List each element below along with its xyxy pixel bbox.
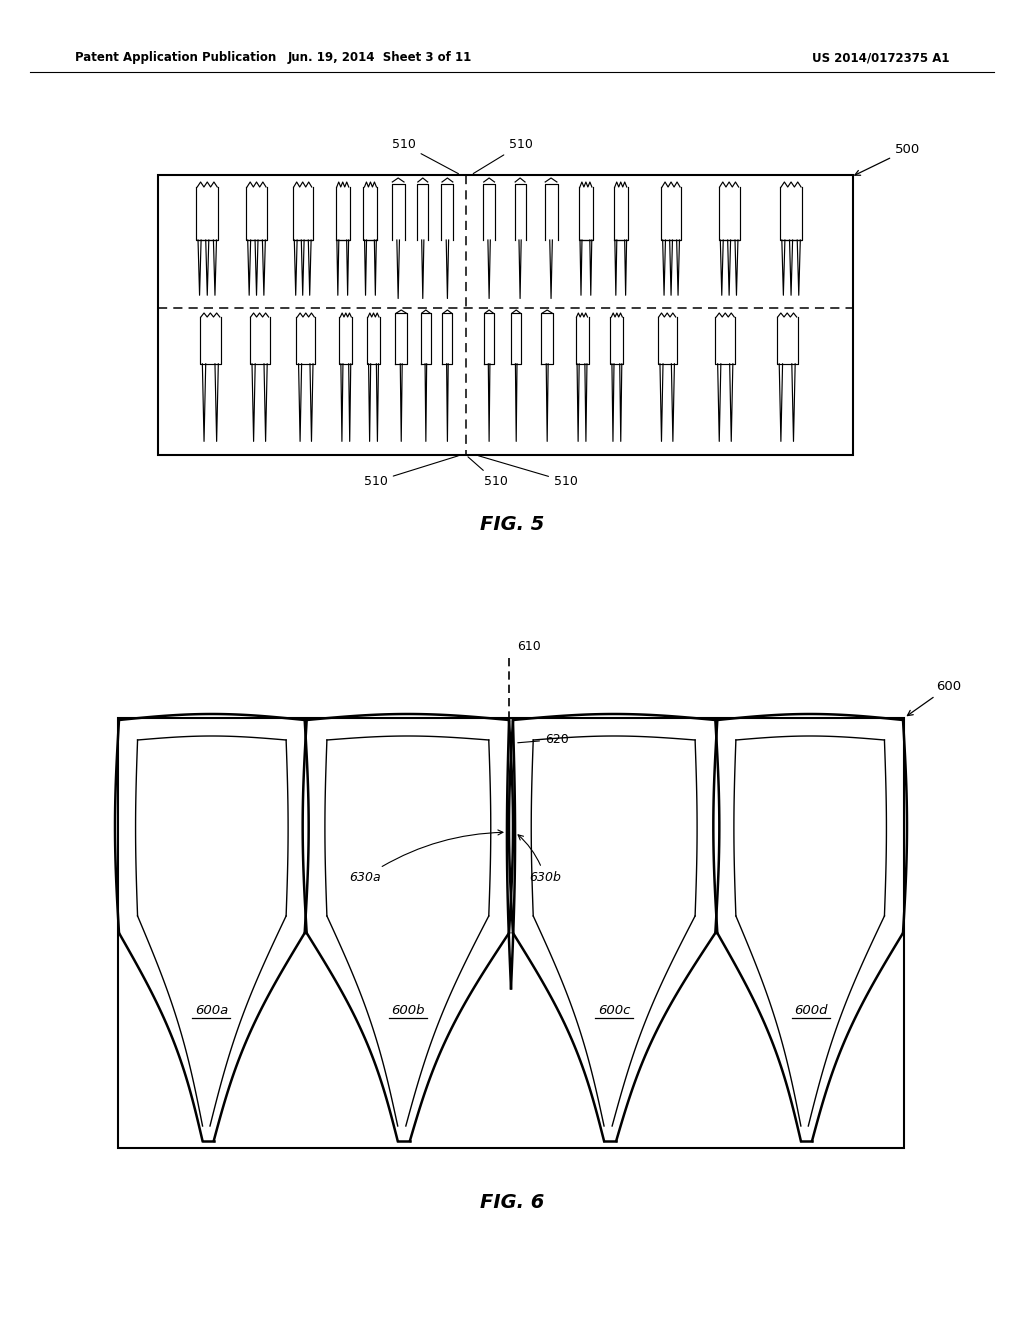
- Text: 500: 500: [855, 143, 921, 176]
- Text: US 2014/0172375 A1: US 2014/0172375 A1: [812, 51, 950, 65]
- Text: Patent Application Publication: Patent Application Publication: [75, 51, 276, 65]
- Text: 510: 510: [473, 139, 532, 173]
- Text: 510: 510: [364, 455, 458, 488]
- Bar: [158, 176, 853, 455]
- Text: 600c: 600c: [598, 1005, 631, 1016]
- Text: 510: 510: [478, 455, 578, 488]
- Text: 630a: 630a: [349, 830, 503, 883]
- Text: 630b: 630b: [518, 834, 561, 883]
- Text: FIG. 6: FIG. 6: [480, 1193, 544, 1213]
- Text: 610: 610: [517, 640, 541, 653]
- Text: 620: 620: [518, 733, 568, 746]
- Text: 510: 510: [392, 139, 459, 174]
- Text: 600a: 600a: [195, 1005, 228, 1016]
- Bar: [118, 718, 904, 1148]
- Text: 600: 600: [907, 680, 962, 715]
- Text: 600d: 600d: [794, 1005, 827, 1016]
- Text: 600b: 600b: [391, 1005, 425, 1016]
- Text: FIG. 5: FIG. 5: [480, 516, 544, 535]
- Text: Jun. 19, 2014  Sheet 3 of 11: Jun. 19, 2014 Sheet 3 of 11: [288, 51, 472, 65]
- Text: 510: 510: [468, 457, 508, 488]
